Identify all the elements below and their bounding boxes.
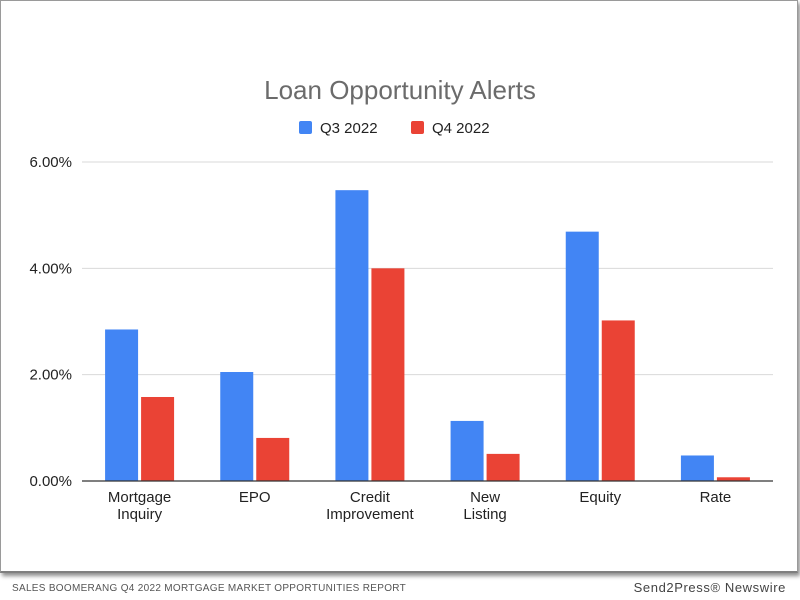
legend-label-q4: Q4 2022 xyxy=(432,120,490,137)
legend-swatch-q3 xyxy=(299,121,312,134)
bar-q4 xyxy=(601,320,635,481)
bar-q3 xyxy=(680,455,714,481)
footer-brand: Send2Press® Newswire xyxy=(633,580,786,595)
footer-caption: SALES BOOMERANG Q4 2022 MORTGAGE MARKET … xyxy=(12,583,407,594)
gridlines xyxy=(82,161,773,376)
x-category-label: Mortgage Inquiry xyxy=(108,489,171,523)
footer: SALES BOOMERANG Q4 2022 MORTGAGE MARKET … xyxy=(0,578,800,600)
chart-title: Loan Opportunity Alerts xyxy=(264,75,536,105)
y-tick-label: 6.00% xyxy=(29,154,72,171)
x-category-label: Credit Improvement xyxy=(326,489,414,523)
bar-q3 xyxy=(565,231,599,481)
bar-q4 xyxy=(486,453,520,481)
bar-q3 xyxy=(335,190,369,481)
bar-q4 xyxy=(141,396,175,481)
x-category-label: Equity xyxy=(579,489,621,506)
bar-q3 xyxy=(105,329,139,481)
y-axis-ticks: 0.00% 2.00% 4.00% 6.00% xyxy=(29,154,72,490)
x-category-label: Rate xyxy=(700,489,732,506)
y-tick-label: 0.00% xyxy=(29,473,72,490)
legend-label-q3: Q3 2022 xyxy=(320,120,378,137)
x-category-label: EPO xyxy=(239,489,271,506)
x-category-label: New Listing xyxy=(463,489,506,523)
bar-q4 xyxy=(716,477,750,481)
y-tick-label: 4.00% xyxy=(29,260,72,277)
legend-swatch-q4 xyxy=(411,121,424,134)
x-axis-categories: Mortgage Inquiry EPO Credit Improvement New Li… xyxy=(108,489,731,523)
bar-q3 xyxy=(450,420,484,481)
legend: Q3 2022 Q4 2022 xyxy=(299,120,490,137)
bar-q3 xyxy=(220,372,254,481)
bar-chart: Loan Opportunity Alerts Q3 2022 Q4 2022 … xyxy=(29,75,773,523)
bar-q4 xyxy=(256,437,290,481)
bars xyxy=(105,190,750,481)
y-tick-label: 2.00% xyxy=(29,367,72,384)
bar-q4 xyxy=(371,268,405,481)
